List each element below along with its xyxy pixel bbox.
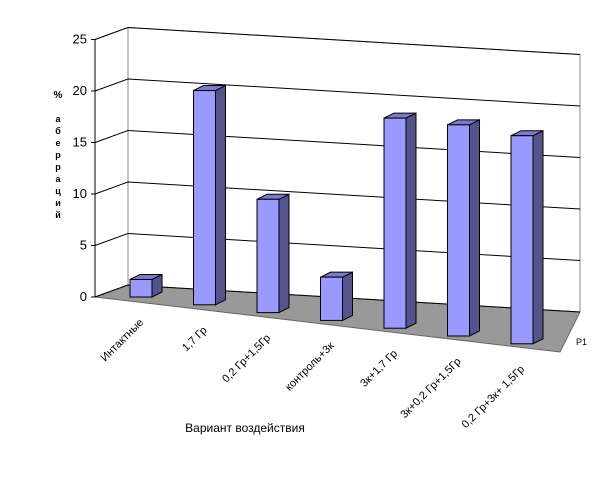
y-tick-label: 10 — [73, 186, 87, 201]
y-tick-label: 20 — [73, 83, 87, 98]
y-tick-label: 5 — [80, 238, 87, 253]
y-tick-label: 25 — [73, 32, 87, 47]
x-tick-label: Интактные — [99, 317, 146, 364]
x-tick-label: 3к+1,7 Гр — [358, 348, 400, 390]
wall — [94, 26, 581, 312]
grid-line — [94, 181, 581, 210]
bar-side — [532, 129, 544, 345]
grid-line — [94, 129, 581, 158]
bar — [193, 90, 216, 306]
bar-side — [278, 193, 290, 314]
grid-line — [94, 284, 581, 313]
x-tick-label: контроль+3к — [283, 340, 337, 394]
bar-side — [215, 84, 226, 306]
x-tick-label: 1,7 Гр — [180, 324, 210, 354]
x-tick-label: 0,2 Гр+3к+ 1,5Гр — [460, 363, 527, 430]
bar — [129, 278, 153, 298]
bar-side — [405, 112, 417, 330]
bar-side — [469, 119, 480, 337]
legend-label: Р1 — [576, 337, 587, 347]
bar — [383, 117, 407, 329]
x-axis-label: Вариант воздействия — [185, 421, 305, 435]
bar — [320, 276, 343, 321]
bar — [447, 124, 470, 337]
x-tick-label: 0,2 Гр+1,5Гр — [220, 332, 273, 385]
y-tick-label: 15 — [73, 135, 87, 150]
bar — [256, 198, 280, 314]
grid-line — [94, 26, 581, 55]
grid-line — [94, 78, 581, 107]
y-axis-unit: % — [54, 90, 63, 101]
bar-side — [342, 271, 353, 322]
x-tick-label: 3к+0,2 Гр+1,5Гр — [398, 356, 463, 421]
y-axis-label: аберраций — [53, 114, 63, 222]
grid-line — [94, 232, 581, 261]
y-tick-label: 0 — [80, 289, 87, 304]
bar — [510, 135, 534, 345]
